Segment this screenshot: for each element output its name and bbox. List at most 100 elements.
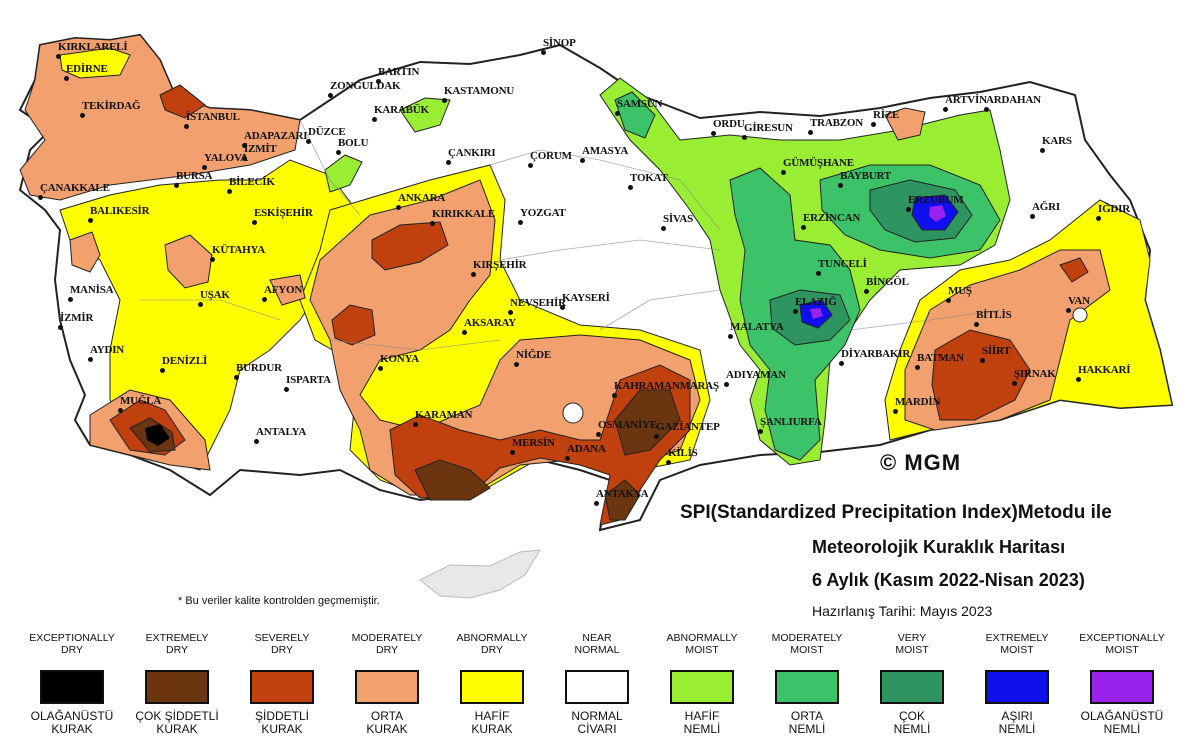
city-label: ELAZIĞ — [795, 296, 837, 308]
city-dot — [284, 387, 289, 392]
city-dot — [612, 393, 617, 398]
city-dot — [661, 226, 666, 231]
city-label: DENİZLİ — [162, 355, 208, 367]
city-dot — [974, 322, 979, 327]
city-dot — [262, 297, 267, 302]
city-dot — [446, 160, 451, 165]
region-exceptionally-dry-mugla — [145, 424, 170, 446]
city-dot — [528, 163, 533, 168]
legend-english-label: EXTREMELY DRY — [145, 632, 209, 656]
region-extremely-dry-antakya — [604, 479, 641, 521]
legend-turkish-label: AŞIRI NEMLİ — [998, 709, 1036, 736]
city-dot — [38, 195, 43, 200]
city-label: TEKİRDAĞ — [82, 100, 141, 112]
city-label: ORDU — [713, 118, 745, 130]
city-label: UŞAK — [200, 289, 230, 301]
legend-swatch — [145, 670, 209, 704]
city-label: ÇANKIRI — [448, 147, 496, 159]
quality-control-note: * Bu veriler kalite kontrolden geçmemişt… — [178, 595, 380, 607]
city-dot — [781, 170, 786, 175]
city-dot — [980, 358, 985, 363]
region-extremely-dry-karaman — [414, 459, 491, 501]
legend-turkish-label: OLAĞANÜSTÜ NEMLİ — [1080, 709, 1164, 736]
region-abnormally-moist-bolu — [324, 154, 363, 193]
city-dot — [724, 382, 729, 387]
city-dot — [596, 432, 601, 437]
city-label: ANTAKYA — [596, 488, 649, 500]
city-dot — [654, 434, 659, 439]
city-dot — [1040, 148, 1045, 153]
city-dot — [906, 207, 911, 212]
city-label: ARTVİN — [945, 94, 987, 106]
city-label: ŞANLIURFA — [760, 416, 822, 428]
city-label: ADIYAMAN — [726, 369, 786, 381]
city-dot — [80, 113, 85, 118]
legend-item: EXTREMELY MOIST AŞIRI NEMLİ — [959, 632, 1075, 736]
city-label: KASTAMONU — [444, 85, 515, 97]
legend-english-label: NEAR NORMAL — [574, 632, 620, 656]
region-severely-dry-konya — [331, 304, 376, 346]
city-label: SİNOP — [543, 37, 576, 49]
city-dot — [202, 165, 207, 170]
city-label: AĞRI — [1032, 201, 1060, 213]
city-dot — [984, 107, 989, 112]
city-label: KAYSERİ — [562, 292, 610, 304]
city-dot — [742, 135, 747, 140]
city-dot — [728, 334, 733, 339]
map-title-line1: SPI(Standardized Precipitation Index)Met… — [680, 502, 1112, 523]
city-label: DİYARBAKIR — [841, 348, 911, 360]
city-label: BAYBURT — [840, 170, 891, 182]
city-label: KIRIKKALE — [432, 208, 495, 220]
city-dot — [758, 429, 763, 434]
city-label: KIRKLARELİ — [58, 41, 128, 53]
legend-turkish-label: NORMAL CİVARI — [571, 709, 623, 736]
city-label: GÜMÜŞHANE — [783, 157, 854, 169]
city-label: TOKAT — [630, 172, 668, 184]
city-dot — [252, 220, 257, 225]
city-dot — [198, 302, 203, 307]
city-label: BARTIN — [378, 66, 420, 78]
city-label: ŞIRNAK — [1014, 368, 1056, 380]
legend-turkish-label: HAFİF KURAK — [471, 709, 513, 736]
city-dot — [808, 130, 813, 135]
city-label: AKSARAY — [464, 317, 516, 329]
legend-item: SEVERELY DRY ŞİDDETLİ KURAK — [224, 632, 340, 736]
city-label: KIRŞEHİR — [473, 259, 527, 271]
legend-turkish-label: ÇOK ŞİDDETLİ KURAK — [135, 709, 219, 736]
city-dot — [838, 183, 843, 188]
turkey-drought-map — [18, 33, 1174, 599]
region-moderately-moist-samsun — [614, 91, 656, 139]
city-dot — [518, 220, 523, 225]
city-dot — [254, 439, 259, 444]
city-dot — [560, 305, 565, 310]
city-label: SAMSUN — [617, 98, 663, 110]
city-dot — [871, 122, 876, 127]
city-label: GAZİANTEP — [656, 421, 720, 433]
city-dot — [64, 76, 69, 81]
city-dot — [160, 368, 165, 373]
city-label: ANTALYA — [256, 426, 307, 438]
city-dot — [1096, 216, 1101, 221]
city-dot — [946, 298, 951, 303]
city-dot — [58, 325, 63, 330]
legend-swatch — [670, 670, 734, 704]
city-dot — [210, 257, 215, 262]
city-label: ADANA — [567, 443, 606, 455]
city-label: ESKİŞEHİR — [254, 207, 313, 219]
legend-turkish-label: ŞİDDETLİ KURAK — [254, 709, 309, 736]
city-dot — [336, 150, 341, 155]
city-dot — [839, 361, 844, 366]
city-label: SİİRT — [982, 345, 1011, 357]
city-dot — [118, 408, 123, 413]
city-label: EDİRNE — [66, 63, 108, 75]
legend-item: ABNORMALLY DRY HAFİF KURAK — [434, 632, 550, 736]
region-exceptionally-moist-erzurum — [929, 205, 946, 222]
city-label: ADAPAZARI — [244, 130, 308, 142]
city-label: DÜZCE — [308, 126, 346, 138]
legend-english-label: VERY MOIST — [895, 632, 929, 656]
city-label: NİĞDE — [516, 349, 552, 361]
city-dot — [793, 309, 798, 314]
city-dot — [816, 271, 821, 276]
city-label: ZONGULDAK — [330, 80, 401, 92]
legend-turkish-label: OLAĞANÜSTÜ KURAK — [30, 709, 114, 736]
